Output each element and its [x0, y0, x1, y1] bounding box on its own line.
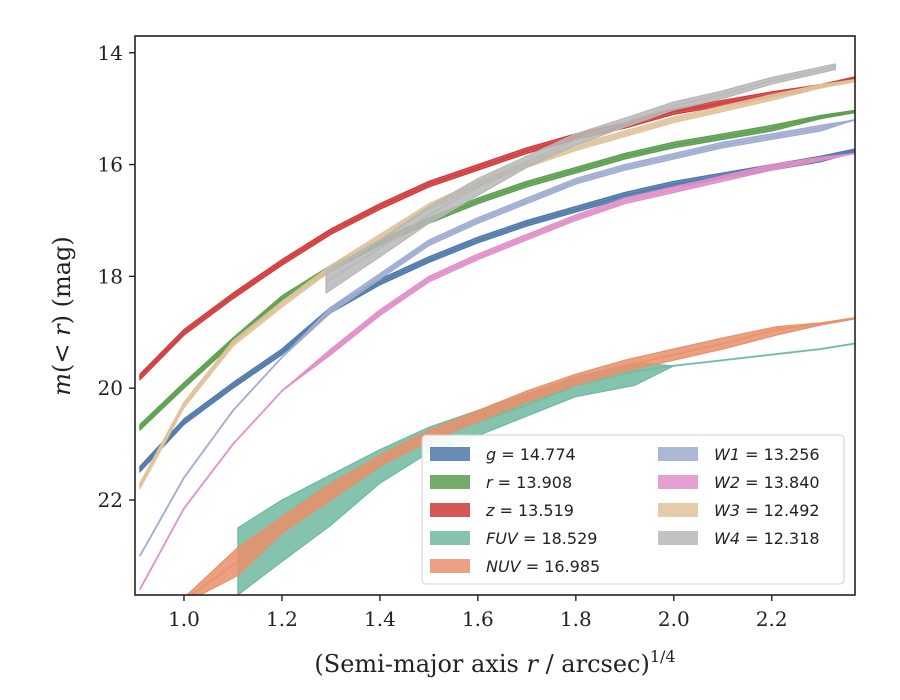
legend-label: z = 13.519 — [485, 501, 574, 520]
series-band-4 — [186, 317, 855, 595]
legend-swatch — [658, 447, 698, 461]
x-tick-label: 1.4 — [364, 607, 396, 631]
legend-label: FUV = 18.529 — [486, 529, 597, 548]
series-line-1 — [139, 110, 855, 429]
legend-label: W4 = 12.318 — [714, 529, 820, 548]
legend-label: NUV = 16.985 — [486, 557, 600, 576]
legend-swatch — [430, 559, 470, 573]
x-tick-label: 1.8 — [560, 607, 592, 631]
y-tick-label: 14 — [98, 41, 123, 65]
x-tick-label: 2.2 — [756, 607, 788, 631]
x-axis-title: (Semi-major axis r / arcsec)1/4 — [314, 647, 675, 678]
plot-frame — [134, 35, 856, 596]
legend-swatch — [430, 475, 470, 489]
legend-swatch — [658, 531, 698, 545]
x-tick-label: 1.0 — [168, 607, 200, 631]
legend-label: r = 13.908 — [486, 473, 572, 492]
legend-label: W3 = 12.492 — [714, 501, 820, 520]
legend-label: g = 14.774 — [486, 445, 576, 464]
series-line-6 — [139, 152, 855, 590]
x-tick-label: 2.0 — [658, 607, 690, 631]
y-tick-label: 20 — [98, 376, 123, 400]
legend-swatch — [658, 503, 698, 517]
legend: g = 14.774 r = 13.908 z = 13.519 FUV = 18.5… — [421, 434, 845, 585]
legend-swatch — [430, 531, 470, 545]
legend-label: W2 = 13.840 — [714, 473, 820, 492]
series-line-4 — [190, 317, 855, 595]
legend-swatch — [430, 447, 470, 461]
series-line-2 — [139, 76, 855, 378]
x-tick-label: 1.6 — [462, 607, 494, 631]
series-band-0 — [139, 148, 855, 473]
legend-box — [421, 434, 845, 585]
axis-ticks: 1.0 1.2 1.4 1.6 1.8 2.0 2.2 14 16 18 20 22 — [98, 41, 788, 631]
series-band-2 — [139, 76, 855, 381]
y-tick-label: 22 — [98, 488, 123, 512]
y-axis-title: m(< r) (mag) — [48, 236, 76, 396]
legend-swatch — [430, 503, 470, 517]
series-line-5 — [139, 118, 855, 557]
series-band-8 — [325, 63, 837, 294]
series-band-5 — [139, 119, 855, 557]
x-tick-label: 1.2 — [266, 607, 298, 631]
y-tick-label: 16 — [98, 153, 123, 177]
plot-area — [139, 63, 855, 595]
y-tick-label: 18 — [98, 264, 123, 288]
legend-swatch — [658, 475, 698, 489]
series-line-8 — [325, 65, 836, 283]
series-band-6 — [139, 152, 855, 591]
legend-label: W1 = 13.256 — [714, 445, 820, 464]
